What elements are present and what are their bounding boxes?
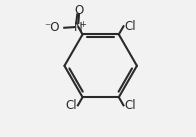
Text: ⁻O: ⁻O — [45, 21, 60, 34]
Text: Cl: Cl — [125, 20, 136, 33]
Text: Cl: Cl — [125, 99, 136, 112]
Text: N: N — [74, 21, 83, 34]
Text: +: + — [79, 20, 85, 29]
Text: O: O — [74, 4, 84, 17]
Text: Cl: Cl — [65, 99, 76, 112]
